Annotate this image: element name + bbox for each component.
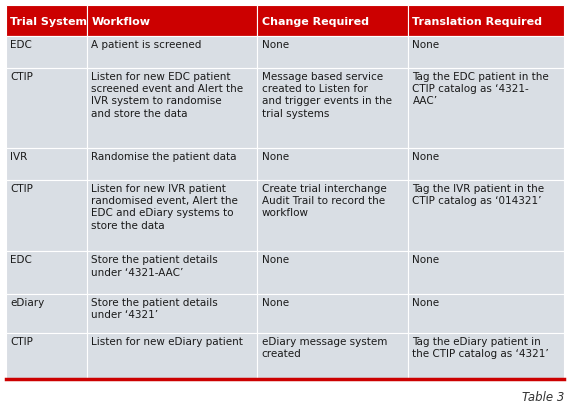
Text: None: None — [262, 40, 289, 50]
Bar — [408, 294, 564, 333]
Text: CTIP: CTIP — [10, 183, 33, 193]
Bar — [87, 68, 257, 149]
Bar — [257, 6, 408, 37]
Bar — [6, 180, 87, 252]
Text: Listen for new EDC patient
screened event and Alert the
IVR system to randomise
: Listen for new EDC patient screened even… — [91, 71, 243, 119]
Bar — [6, 252, 87, 294]
Text: eDiary message system
created: eDiary message system created — [262, 336, 387, 358]
Bar — [257, 37, 408, 68]
Text: eDiary: eDiary — [10, 297, 44, 307]
Bar — [257, 180, 408, 252]
Bar — [408, 37, 564, 68]
Text: None: None — [413, 297, 439, 307]
Bar — [87, 252, 257, 294]
Text: Randomise the patient data: Randomise the patient data — [91, 152, 237, 162]
Bar — [408, 252, 564, 294]
Bar — [257, 294, 408, 333]
Bar — [257, 252, 408, 294]
Text: Message based service
created to Listen for
and trigger events in the
trial syst: Message based service created to Listen … — [262, 71, 392, 119]
Text: Translation Required: Translation Required — [413, 17, 543, 27]
Text: None: None — [413, 152, 439, 162]
Bar — [6, 333, 87, 379]
Text: Store the patient details
under ‘4321’: Store the patient details under ‘4321’ — [91, 297, 218, 319]
Text: Store the patient details
under ‘4321-AAC’: Store the patient details under ‘4321-AA… — [91, 255, 218, 277]
Text: Change Required: Change Required — [262, 17, 369, 27]
Text: EDC: EDC — [10, 40, 32, 50]
Text: EDC: EDC — [10, 255, 32, 265]
Text: CTIP: CTIP — [10, 336, 33, 346]
Text: Tag the IVR patient in the
CTIP catalog as ‘014321’: Tag the IVR patient in the CTIP catalog … — [413, 183, 544, 205]
Bar — [6, 6, 87, 37]
Text: None: None — [262, 255, 289, 265]
Bar — [6, 149, 87, 180]
Text: Tag the EDC patient in the
CTIP catalog as ‘4321-
AAC’: Tag the EDC patient in the CTIP catalog … — [413, 71, 549, 106]
Bar — [87, 180, 257, 252]
Text: A patient is screened: A patient is screened — [91, 40, 202, 50]
Bar — [87, 37, 257, 68]
Bar — [6, 294, 87, 333]
Bar — [408, 180, 564, 252]
Text: Listen for new IVR patient
randomised event, Alert the
EDC and eDiary systems to: Listen for new IVR patient randomised ev… — [91, 183, 238, 230]
Text: CTIP: CTIP — [10, 71, 33, 81]
Bar — [6, 37, 87, 68]
Bar — [257, 333, 408, 379]
Text: IVR: IVR — [10, 152, 27, 162]
Text: Table 3: Table 3 — [522, 390, 564, 403]
Bar — [87, 149, 257, 180]
Bar — [408, 6, 564, 37]
Bar — [87, 6, 257, 37]
Text: Tag the eDiary patient in
the CTIP catalog as ‘4321’: Tag the eDiary patient in the CTIP catal… — [413, 336, 549, 358]
Bar — [6, 68, 87, 149]
Text: Trial System: Trial System — [10, 17, 87, 27]
Bar — [408, 149, 564, 180]
Text: None: None — [262, 297, 289, 307]
Text: None: None — [413, 40, 439, 50]
Bar — [87, 333, 257, 379]
Bar — [408, 68, 564, 149]
Bar — [408, 333, 564, 379]
Bar — [257, 149, 408, 180]
Text: None: None — [413, 255, 439, 265]
Bar — [87, 294, 257, 333]
Text: Create trial interchange
Audit Trail to record the
workflow: Create trial interchange Audit Trail to … — [262, 183, 386, 218]
Text: None: None — [262, 152, 289, 162]
Text: Listen for new eDiary patient: Listen for new eDiary patient — [91, 336, 243, 346]
Bar — [257, 68, 408, 149]
Text: Workflow: Workflow — [91, 17, 150, 27]
